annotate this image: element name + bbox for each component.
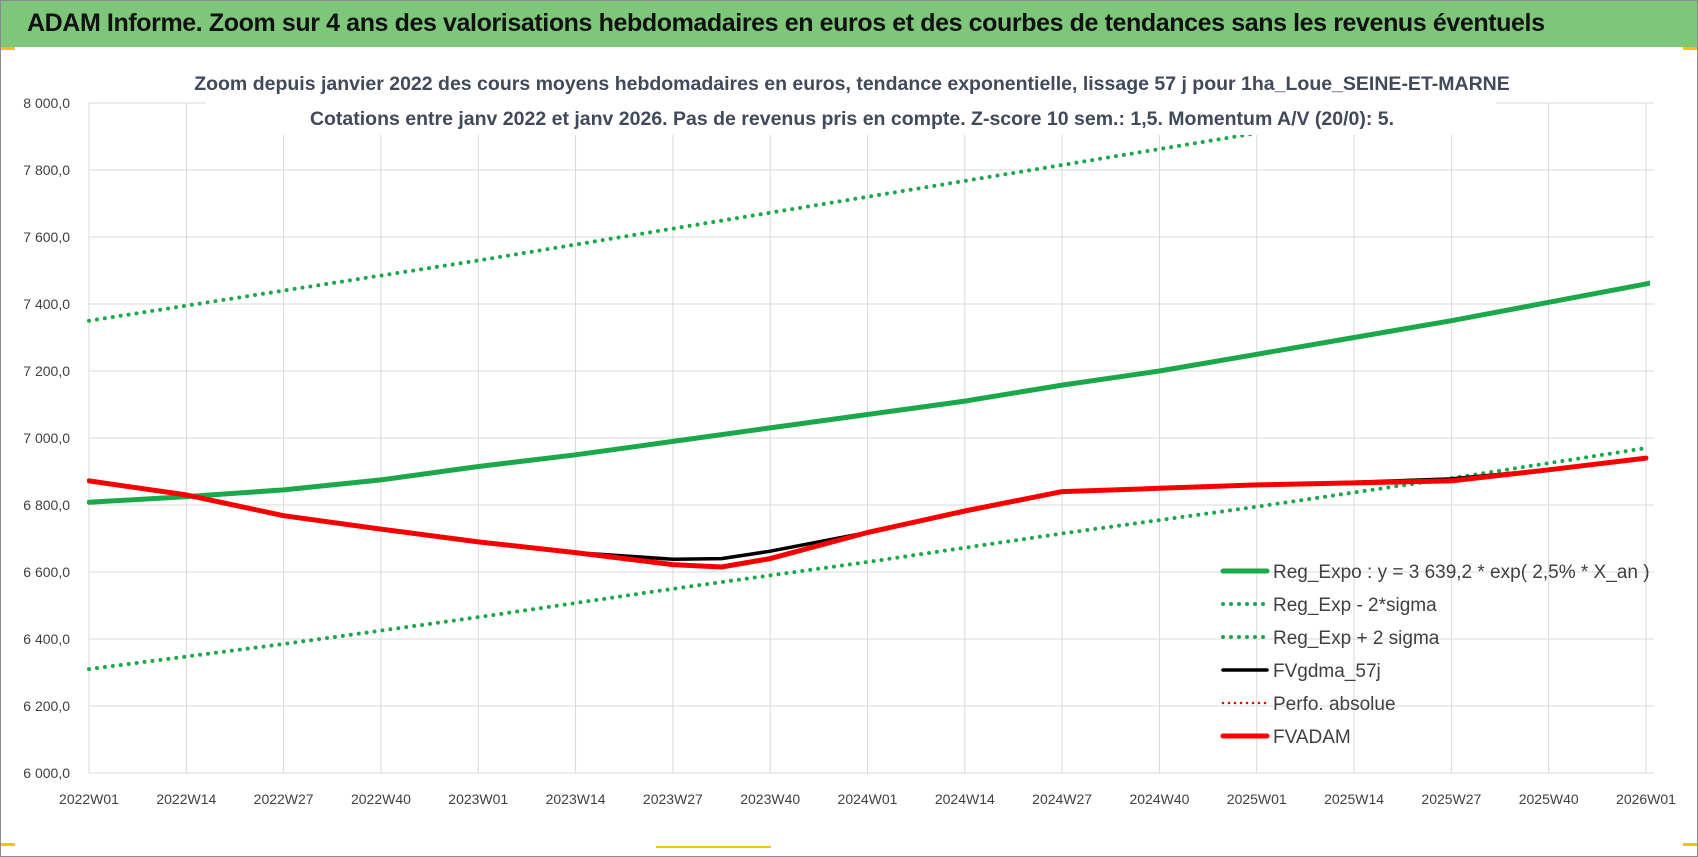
x-tick-label: 2022W14 [156, 791, 216, 807]
x-tick-label: 2026W01 [1616, 791, 1676, 807]
title-mask [206, 65, 1496, 135]
gridlines [88, 102, 1654, 774]
x-tick-label: 2022W01 [59, 791, 119, 807]
title-background: Zoom depuis janvier 2022 des cours moyen… [194, 65, 1510, 135]
legend-label: Reg_Exp + 2 sigma [1273, 628, 1440, 649]
x-tick-label: 2025W01 [1227, 791, 1287, 807]
legend-label: Reg_Exp - 2*sigma [1273, 595, 1437, 616]
x-tick-label: 2023W14 [546, 791, 606, 807]
y-tick-label: 6 600,0 [23, 564, 70, 580]
x-tick-label: 2023W01 [448, 791, 508, 807]
x-tick-label: 2024W40 [1129, 791, 1189, 807]
x-tick-label: 2023W40 [740, 791, 800, 807]
x-tick-labels: 2022W01 2022W14 2022W27 2022W40 2023W01 2023W… [59, 791, 1676, 807]
y-tick-label: 6 000,0 [23, 765, 70, 781]
legend-label: Perfo. absolue [1273, 694, 1396, 715]
legend-label: Reg_Expo : y = 3 639,2 * exp( 2,5% * X_a… [1273, 562, 1650, 583]
y-tick-label: 7 000,0 [23, 430, 70, 446]
legend-label: FVgdma_57j [1273, 661, 1381, 682]
x-tick-label: 2024W14 [935, 791, 995, 807]
x-tick-label: 2025W27 [1421, 791, 1481, 807]
x-tick-label: 2024W27 [1032, 791, 1092, 807]
legend-label: FVADAM [1273, 727, 1351, 748]
series-line [87, 103, 1454, 323]
x-tick-label: 2022W40 [351, 791, 411, 807]
series-line [87, 446, 1648, 672]
x-tick-label: 2022W27 [254, 791, 314, 807]
chart-subtitle: Cotations entre janv 2022 et janv 2026. … [310, 108, 1394, 130]
legend: Reg_Expo : y = 3 639,2 * exp( 2,5% * X_a… [1220, 562, 1650, 748]
corner-mark-left [1, 47, 15, 50]
x-tick-label: 2023W27 [643, 791, 703, 807]
corner-mark-bottom-right [1683, 843, 1697, 846]
y-tick-label: 8 000,0 [23, 95, 70, 111]
x-tick-label: 2025W40 [1519, 791, 1579, 807]
series-line [87, 456, 1648, 569]
title-banner: ADAM Informe. Zoom sur 4 ans des valoris… [1, 1, 1697, 47]
x-tick-label: 2024W01 [838, 791, 898, 807]
y-tick-label: 7 800,0 [23, 162, 70, 178]
corner-mark-bottom-mid [656, 846, 771, 848]
series-line [87, 280, 1650, 505]
x-tick-label: 2025W14 [1324, 791, 1384, 807]
corner-mark-bottom-left [1, 843, 15, 846]
banner-title: ADAM Informe. Zoom sur 4 ans des valoris… [27, 9, 1545, 37]
y-tick-label: 6 200,0 [23, 698, 70, 714]
y-tick-label: 6 800,0 [23, 497, 70, 513]
series-lines [87, 103, 1650, 672]
y-tick-label: 7 200,0 [23, 363, 70, 379]
chart-title: Zoom depuis janvier 2022 des cours moyen… [194, 73, 1510, 95]
corner-mark-right [1683, 47, 1697, 50]
y-tick-label: 7 600,0 [23, 229, 70, 245]
y-tick-label: 6 400,0 [23, 631, 70, 647]
y-tick-labels: 6 000,0 6 200,0 6 400,0 6 600,0 6 800,0 7 000… [23, 95, 70, 781]
y-tick-label: 7 400,0 [23, 296, 70, 312]
